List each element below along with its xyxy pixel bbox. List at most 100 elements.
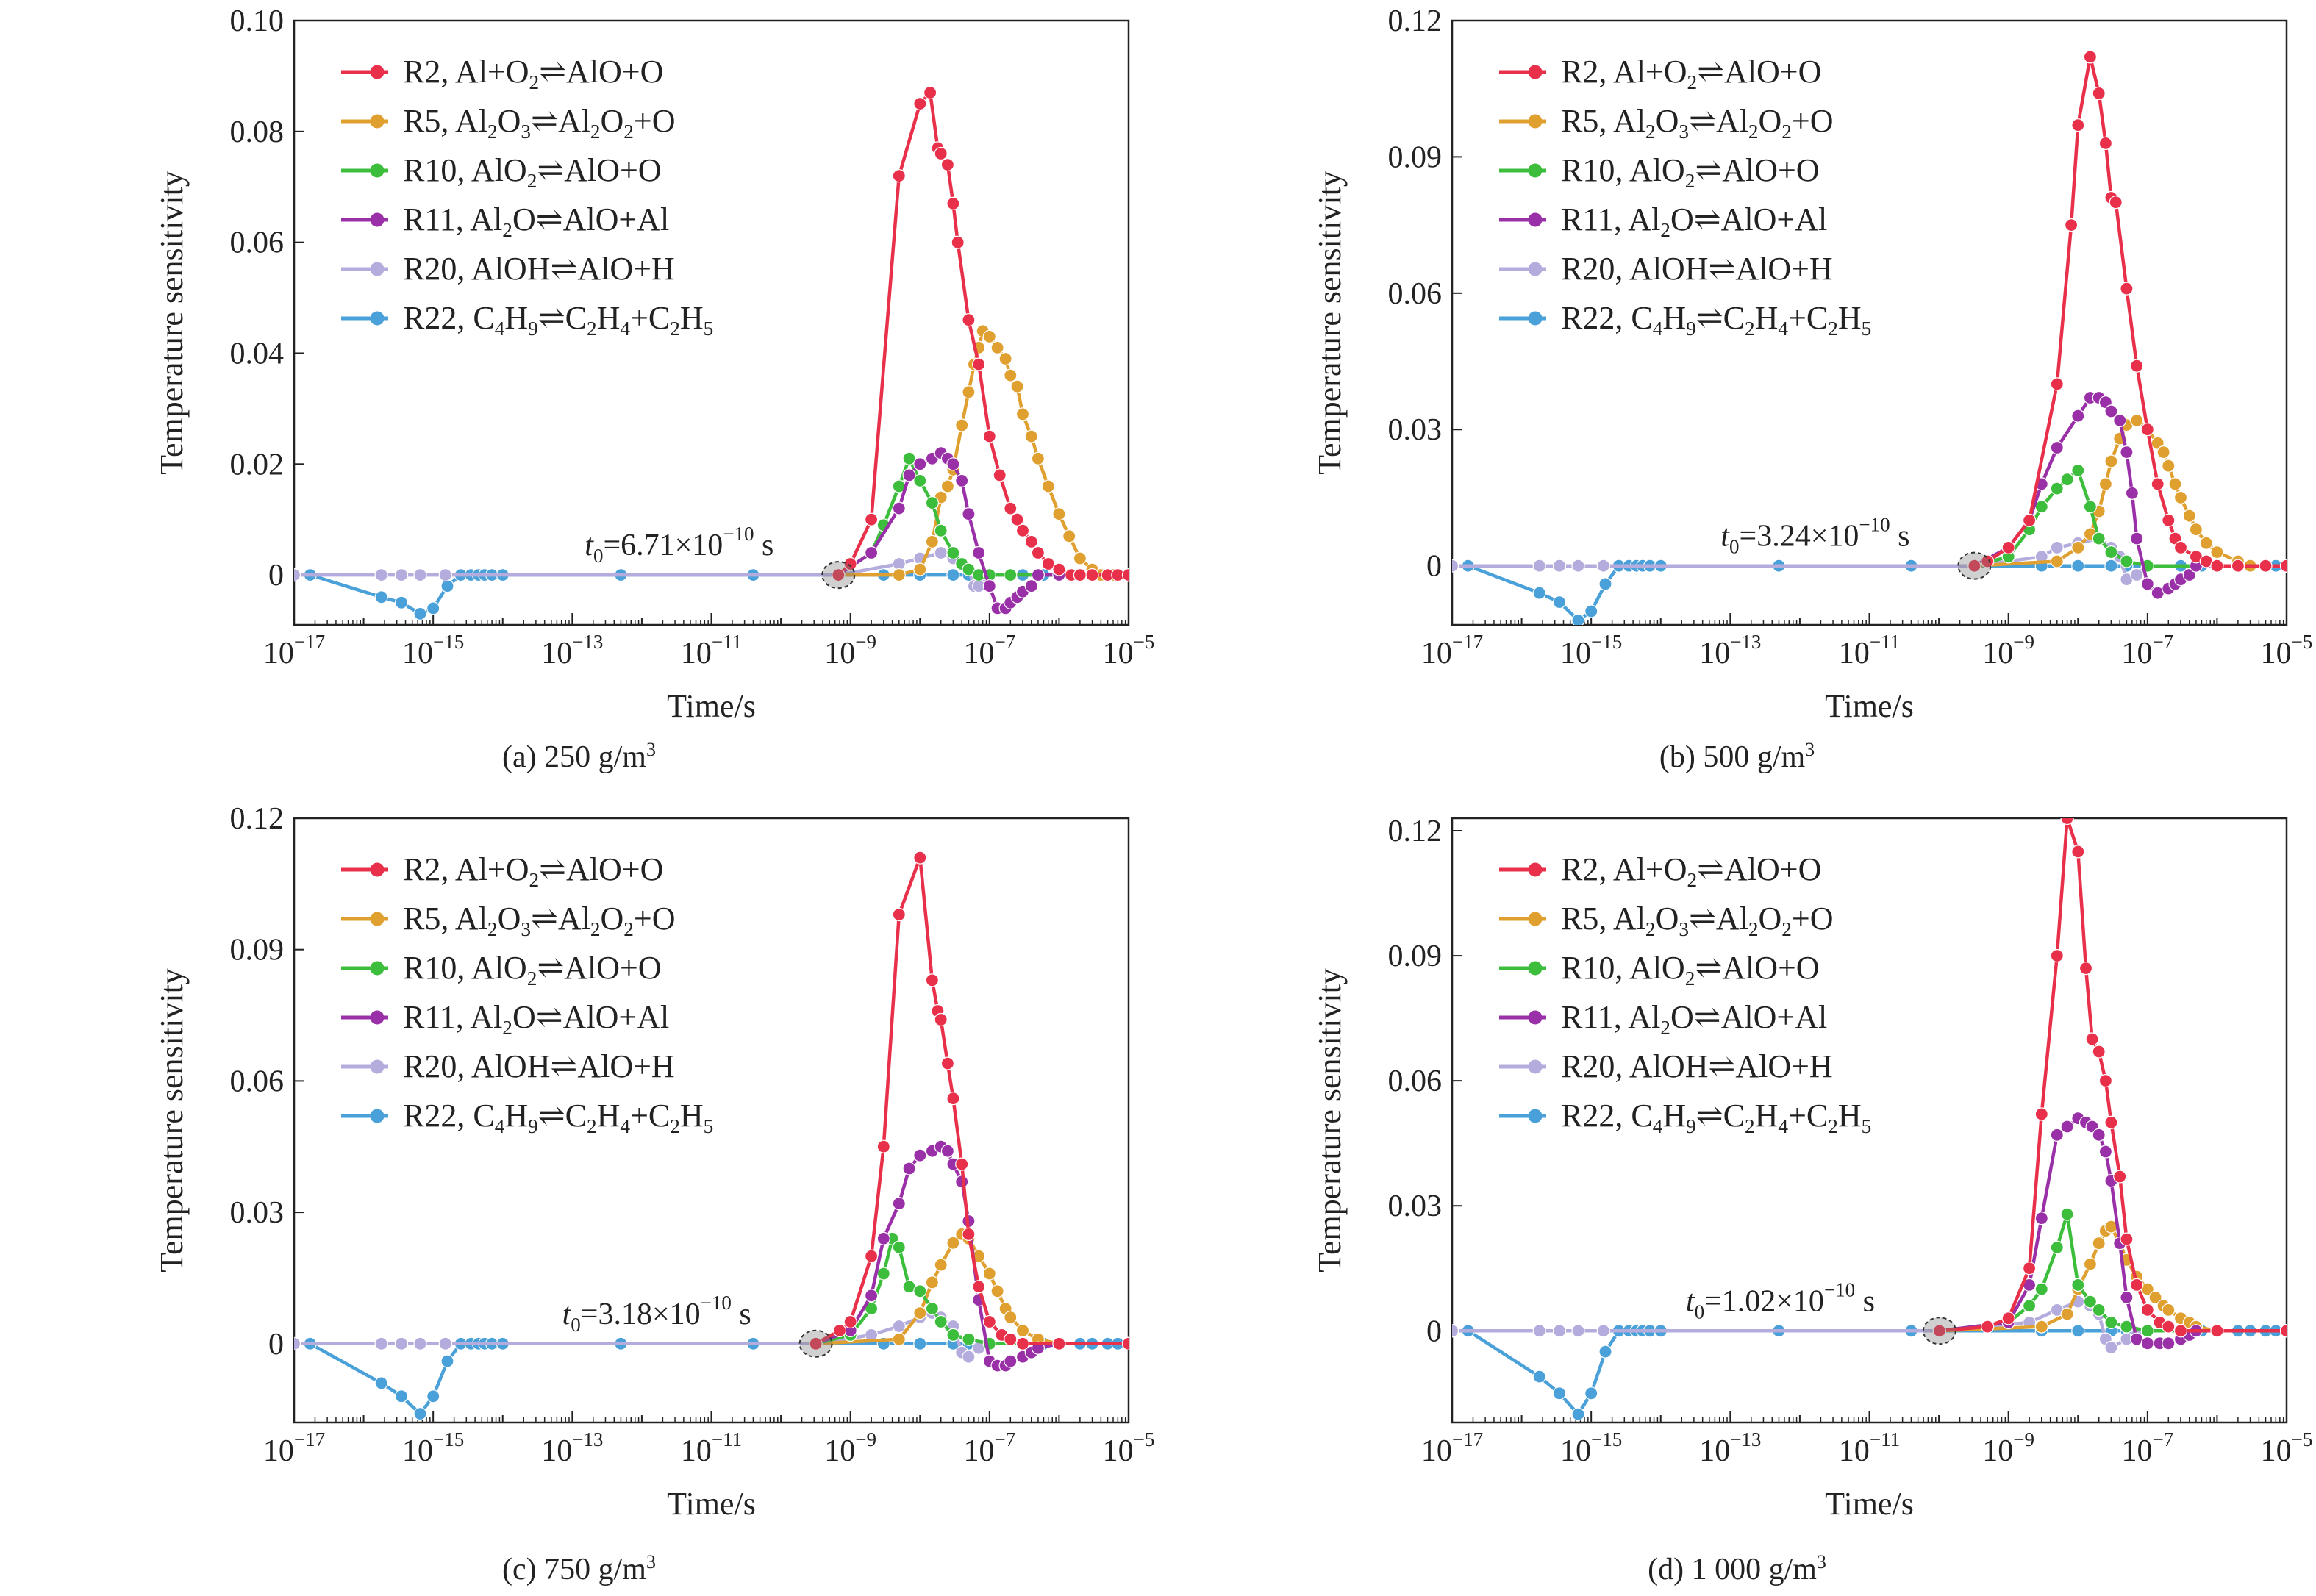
data-point-r11-a: [955, 473, 969, 488]
data-point-r5-c: [925, 1275, 940, 1289]
legend-marker-r11: [1528, 212, 1543, 227]
legend-label-r5: R5, Al2​O3​⇌Al2​O2​+O: [1561, 103, 1834, 143]
data-point-r20-c: [892, 1319, 906, 1334]
data-point-r22-c: [426, 1389, 440, 1403]
legend-label-r20: R20, AlOH⇌AlO+H: [403, 251, 675, 287]
data-point-r2-a: [1073, 568, 1087, 582]
data-point-r5-a: [940, 479, 955, 493]
data-point-r22-d: [1571, 1407, 1585, 1421]
x-tick-label-c: 10−15: [402, 1428, 464, 1468]
data-point-r11-a: [864, 545, 879, 560]
data-point-r2-c: [1052, 1336, 1066, 1350]
x-tick-label-a: 10−11: [681, 631, 742, 670]
data-point-r2-c: [913, 851, 927, 865]
data-point-r2-a: [1031, 545, 1046, 560]
data-point-r2-c: [940, 1056, 955, 1070]
data-point-r20-d: [1452, 1324, 1459, 1338]
data-point-r10-d: [2071, 1278, 2085, 1292]
series-line-r2-d: [1939, 818, 2287, 1333]
data-point-r22-b: [1598, 577, 1612, 591]
data-point-r22-a: [413, 606, 427, 621]
data-point-r2-b: [2092, 86, 2106, 101]
legend-label-r22: R22, C4​H9​⇌C2​H4​+C2​H5​: [403, 1098, 713, 1137]
legend-label-r20: R20, AlOH⇌AlO+H: [403, 1048, 675, 1084]
data-point-r2-d: [2092, 1045, 2106, 1059]
data-point-r22-d: [1532, 1370, 1546, 1384]
data-point-r11-d: [2162, 1336, 2176, 1350]
legend-marker-r11: [370, 1010, 385, 1025]
data-point-r5-a: [982, 329, 996, 343]
legend-label-r2: R2, Al+O2​⇌AlO+O: [403, 54, 663, 93]
data-point-r11-c: [940, 1144, 955, 1158]
data-point-r2-b: [2120, 282, 2134, 296]
data-point-r11-c: [892, 1197, 906, 1211]
y-tick-label-b: 0: [1426, 550, 1442, 584]
data-point-r2-a: [843, 557, 857, 571]
y-tick-label-d: 0.09: [1388, 940, 1443, 973]
x-tick-label-d: 10−9: [1982, 1428, 2034, 1468]
legend-marker-r2: [370, 65, 385, 79]
data-point-r5-b: [2189, 523, 2204, 537]
data-point-r11-b: [2113, 413, 2127, 428]
data-point-r2-d: [2022, 1262, 2037, 1275]
data-point-r11-a: [913, 457, 927, 471]
data-point-r20-a: [374, 568, 388, 582]
data-point-r2-a: [864, 512, 879, 526]
data-point-r11-c: [913, 1148, 927, 1162]
data-point-r20-d: [1532, 1324, 1546, 1338]
data-point-r10-a: [1004, 568, 1018, 582]
x-tick-label-c: 10−11: [681, 1428, 742, 1468]
data-point-r5-a: [955, 418, 969, 432]
data-point-r11-d: [2060, 1120, 2074, 1134]
data-point-r5-c: [946, 1236, 960, 1250]
data-point-r11-d: [2098, 1145, 2113, 1159]
data-point-r22-b: [1532, 586, 1546, 600]
data-point-r2-a: [940, 158, 955, 172]
data-point-r5-b: [2182, 509, 2196, 523]
data-point-r20-b: [1571, 559, 1585, 573]
x-axis-label-b: Time/s: [1825, 688, 1914, 724]
data-point-r10-d: [2050, 1240, 2064, 1255]
data-point-r11-d: [2092, 1128, 2106, 1142]
data-point-r10-b: [2104, 545, 2118, 559]
x-tick-label-a: 10−7: [963, 631, 1015, 670]
t0-annotation-b: t0=3.24×10−10 s: [1720, 514, 1909, 558]
data-point-r5-c: [1004, 1310, 1018, 1325]
data-point-r22-c: [913, 1336, 927, 1350]
legend-marker-r5: [370, 912, 385, 926]
legend-marker-r5: [370, 114, 385, 129]
data-point-r5-a: [925, 534, 940, 549]
data-point-r5-a: [1041, 479, 1055, 493]
t0-marker-a: [821, 561, 856, 590]
data-point-r5-a: [913, 562, 927, 576]
chart-d-caption: (d) 1 000 g/m3: [1648, 1551, 1826, 1586]
data-point-r2-b: [2279, 559, 2287, 573]
data-point-r2-a: [892, 169, 906, 183]
legend-label-r10: R10, AlO2​⇌AlO+O: [403, 152, 662, 192]
y-tick-label-b: 0.09: [1388, 140, 1443, 174]
data-point-r11-d: [2034, 1212, 2048, 1225]
data-point-r2-c: [843, 1314, 857, 1329]
data-point-r20-d: [1596, 1324, 1610, 1338]
x-tick-label-c: 10−5: [1103, 1428, 1155, 1468]
data-point-r2-a: [1015, 523, 1030, 537]
data-point-r2-a: [993, 468, 1007, 482]
data-point-r2-a: [1052, 562, 1066, 576]
legend-marker-r22: [370, 311, 385, 326]
legend-a: R2, Al+O2​⇌AlO+O R5, Al2​O3​⇌Al2​O2​+O R10…: [341, 54, 713, 340]
legend-marker-r2: [1528, 65, 1543, 79]
data-point-r11-b: [2120, 445, 2134, 459]
data-point-r5-d: [2092, 1237, 2106, 1250]
legend-marker-r22: [1528, 1109, 1543, 1123]
legend-b: R2, Al+O2​⇌AlO+O R5, Al2​O3​⇌Al2​O2​+O R10…: [1499, 54, 1871, 340]
data-point-r5-c: [990, 1284, 1004, 1298]
data-point-r2-b: [2064, 218, 2079, 232]
legend-marker-r22: [1528, 311, 1543, 326]
data-point-r2-c: [955, 1157, 969, 1171]
data-point-r2-d: [2085, 1032, 2099, 1046]
data-point-r2-d: [2279, 1324, 2287, 1338]
data-point-r22-d: [2071, 1324, 2085, 1338]
data-point-r5-d: [2162, 1303, 2176, 1317]
data-point-r22-a: [946, 568, 960, 582]
data-point-r22-b: [2104, 559, 2118, 573]
